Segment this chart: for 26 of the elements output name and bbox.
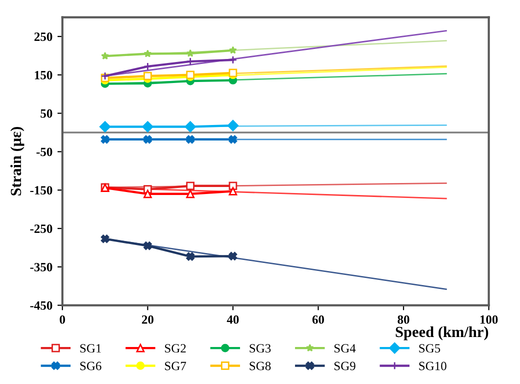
legend-label: SG5 bbox=[419, 344, 440, 353]
y-tick-label: -50 bbox=[36, 148, 52, 156]
y-tick-label: 150 bbox=[34, 70, 52, 80]
y-axis-title: Strain (με) bbox=[10, 126, 24, 196]
legend-label: SG7 bbox=[165, 362, 186, 370]
legend-label: SG6 bbox=[80, 362, 102, 370]
legend-label: SG4 bbox=[334, 344, 356, 353]
legend-label: SG2 bbox=[165, 344, 186, 353]
x-tick-label: 100 bbox=[480, 315, 498, 324]
y-tick-label: 50 bbox=[40, 109, 52, 118]
legend-label: SG3 bbox=[250, 344, 271, 353]
y-tick-label: -150 bbox=[30, 186, 52, 195]
y-tick-label: 250 bbox=[34, 32, 52, 41]
x-tick-label: 60 bbox=[312, 315, 324, 324]
y-tick-label: -350 bbox=[30, 262, 52, 272]
y-tick-label: -450 bbox=[30, 301, 52, 310]
legend-label: SG8 bbox=[250, 362, 271, 370]
y-tick-label: -250 bbox=[30, 224, 52, 233]
legend-label: SG1 bbox=[80, 344, 101, 353]
x-tick-label: 80 bbox=[398, 315, 410, 324]
x-tick-label: 0 bbox=[60, 315, 66, 324]
legend-label: SG9 bbox=[334, 362, 356, 370]
legend-label: SG10 bbox=[419, 362, 446, 370]
x-tick-label: 40 bbox=[226, 315, 239, 324]
x-tick-label: 20 bbox=[142, 315, 154, 324]
x-axis-title: Speed (km/hr) bbox=[396, 326, 488, 340]
